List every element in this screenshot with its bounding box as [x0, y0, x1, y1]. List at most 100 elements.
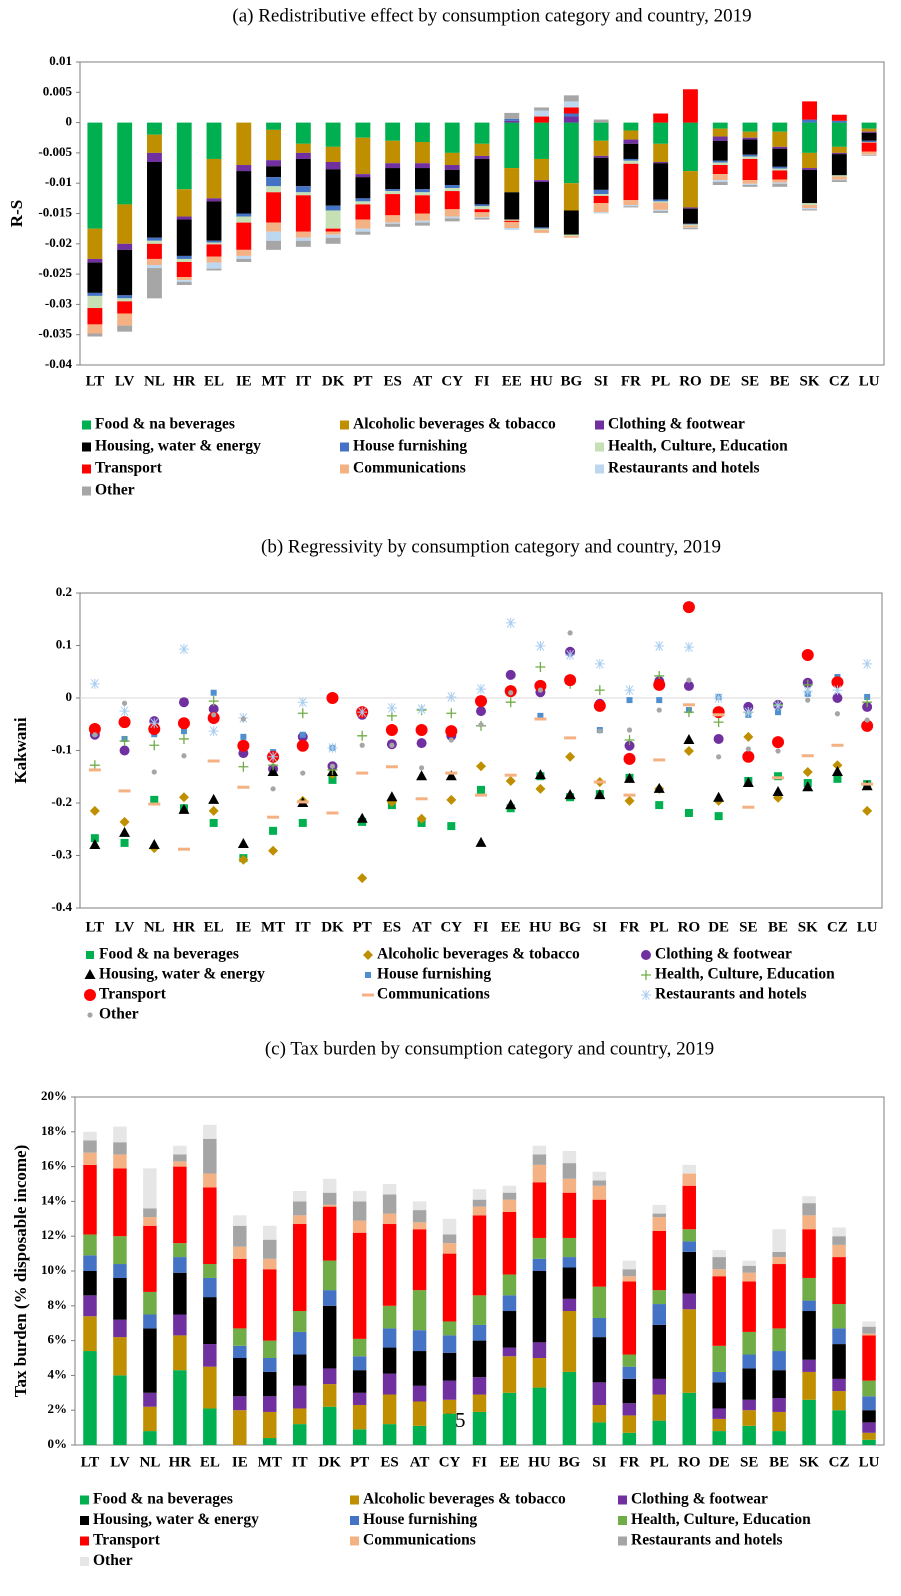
bar-segment — [802, 208, 817, 210]
bar-segment — [203, 1264, 217, 1278]
bar-segment — [147, 161, 162, 238]
bar-segment — [472, 1377, 487, 1395]
bar-segment — [355, 137, 371, 175]
point — [683, 642, 694, 653]
x-tick-label: CY — [441, 373, 463, 389]
bar-segment — [623, 158, 639, 161]
x-tick-label: RO — [678, 919, 701, 935]
point — [178, 803, 190, 814]
point — [329, 763, 336, 769]
bar-segment — [831, 146, 847, 153]
point — [655, 801, 664, 810]
bar-segment — [147, 134, 162, 153]
bar-segment — [861, 155, 877, 156]
bar-segment — [143, 1406, 157, 1432]
bar-segment — [474, 209, 490, 213]
bar-segment — [415, 192, 430, 196]
bar-segment — [683, 225, 698, 228]
x-tick-label: IT — [295, 373, 311, 389]
bar-segment — [802, 1203, 816, 1216]
point — [743, 707, 754, 718]
x-tick-label: AT — [413, 373, 433, 389]
bar-segment — [742, 1260, 756, 1266]
bar-segment — [412, 1201, 427, 1211]
bar-segment — [415, 122, 430, 142]
y-tick-label: 0% — [48, 1436, 68, 1451]
bar-segment — [831, 175, 847, 177]
bar-segment — [415, 220, 430, 223]
bar-segment — [444, 216, 460, 219]
point — [862, 658, 873, 669]
bar-segment — [117, 298, 133, 302]
bar-segment — [802, 122, 817, 153]
point — [505, 799, 517, 810]
bar-segment — [442, 1218, 457, 1235]
bar-segment — [203, 1408, 217, 1445]
bar-segment — [325, 161, 341, 170]
x-tick-label: CZ — [829, 373, 850, 389]
point — [298, 818, 307, 827]
bar-segment — [442, 1335, 457, 1353]
bar-segment — [87, 295, 103, 309]
bar-segment — [712, 174, 728, 181]
bar-segment — [562, 1163, 577, 1179]
legend-label: Communications — [363, 1532, 476, 1549]
bar-segment — [233, 1225, 247, 1247]
y-tick-label: 14% — [41, 1192, 67, 1207]
legend-label: Clothing & footwear — [631, 1491, 768, 1508]
bar-segment — [861, 154, 877, 156]
point — [594, 658, 605, 669]
bar-segment — [176, 189, 192, 217]
legend-label: Communications — [377, 986, 490, 1003]
bar-segment — [87, 333, 103, 337]
bar-segment — [444, 165, 460, 170]
bar-segment — [683, 228, 698, 230]
point — [148, 722, 161, 735]
y-tick-label: 20% — [41, 1088, 67, 1103]
x-tick-label: LT — [81, 1454, 100, 1470]
point — [861, 719, 874, 732]
bar-segment — [472, 1206, 487, 1216]
bar-segment — [534, 228, 549, 230]
bar-segment — [772, 1328, 786, 1352]
bar-segment — [862, 1380, 876, 1397]
bar-segment — [772, 170, 788, 180]
point — [148, 802, 161, 806]
bar-segment — [683, 171, 698, 208]
y-tick-label: 0.005 — [43, 83, 73, 98]
bar-segment — [173, 1166, 187, 1244]
legend-marker — [641, 990, 651, 1000]
bar-segment — [233, 1358, 247, 1397]
bar-segment — [263, 1239, 277, 1259]
legend-swatch — [595, 442, 604, 452]
bar-segment — [502, 1356, 517, 1393]
point — [88, 722, 101, 735]
bar-segment — [831, 114, 847, 121]
bar-segment — [295, 143, 311, 153]
legend-label: Health, Culture, Education — [655, 966, 835, 983]
point — [177, 847, 190, 851]
x-tick-label: SE — [739, 919, 757, 935]
x-tick-label: BE — [769, 1454, 789, 1470]
bar-segment — [322, 1192, 337, 1205]
bar-segment — [772, 131, 788, 147]
point — [626, 727, 633, 733]
bar-segment — [233, 1396, 247, 1411]
legend-label: Health, Culture, Education — [608, 438, 788, 455]
bar-segment — [653, 202, 669, 210]
point — [415, 797, 428, 801]
bar-segment — [563, 183, 579, 211]
bar-segment — [147, 240, 162, 244]
bar-segment — [176, 261, 192, 278]
point — [418, 765, 425, 771]
x-tick-label: BE — [770, 373, 790, 389]
bar-segment — [534, 122, 549, 159]
x-tick-label: BG — [559, 1454, 581, 1470]
bar-segment — [474, 204, 490, 207]
point — [713, 693, 724, 703]
point — [537, 712, 544, 719]
bar-segment — [712, 1382, 726, 1409]
bar-segment — [83, 1131, 97, 1141]
bar-segment — [87, 258, 103, 263]
bar-segment — [147, 265, 162, 269]
